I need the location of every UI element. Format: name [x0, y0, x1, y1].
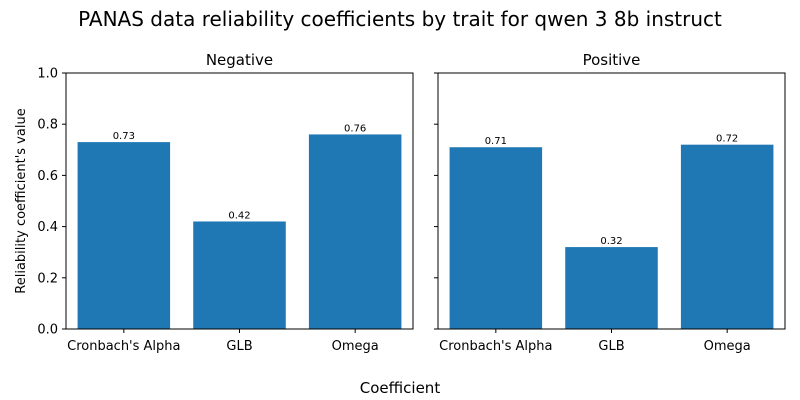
- axes-frame: [65, 72, 414, 330]
- subplot-title: Positive: [583, 51, 641, 69]
- subplot-title: Negative: [206, 51, 273, 69]
- x-tick-label: GLB: [598, 339, 624, 354]
- figure-title: PANAS data reliability coefficients by t…: [78, 7, 722, 31]
- subplots: Negative 0.73 Cronbach's Alpha 0.42 GLB 0.76 O…: [37, 51, 786, 354]
- y-tick-label: 0.2: [37, 271, 58, 286]
- bar: [565, 247, 658, 329]
- x-tick-label: Omega: [704, 339, 751, 354]
- subplot-1: Positive 0.71 Cronbach's Alpha 0.32 GLB 0.72 O…: [434, 51, 786, 354]
- bar: [680, 144, 774, 329]
- data-label: 0.73: [113, 131, 135, 142]
- y-tick-label: 0.4: [37, 220, 58, 235]
- bar: [449, 147, 543, 329]
- y-tick-label: 1.0: [37, 67, 58, 82]
- bar: [193, 221, 286, 329]
- subplot-0: Negative 0.73 Cronbach's Alpha 0.42 GLB 0.76 O…: [37, 51, 414, 354]
- data-label: 0.72: [716, 134, 738, 145]
- x-tick-label: Omega: [332, 339, 379, 354]
- y-axis-label: Reliability coefficient's value: [14, 108, 29, 293]
- data-label: 0.42: [228, 210, 250, 221]
- y-tick-label: 0.0: [37, 323, 58, 338]
- bar: [77, 142, 171, 329]
- axes-frame: [437, 72, 786, 330]
- y-tick-label: 0.8: [37, 118, 58, 133]
- data-label: 0.71: [485, 136, 507, 147]
- x-tick-label: GLB: [226, 339, 252, 354]
- x-axis-label: Coefficient: [360, 379, 441, 397]
- y-tick-label: 0.6: [37, 169, 58, 184]
- x-tick-label: Cronbach's Alpha: [439, 339, 552, 354]
- data-label: 0.32: [600, 236, 622, 247]
- bar: [308, 134, 402, 329]
- data-label: 0.76: [344, 123, 366, 134]
- x-tick-label: Cronbach's Alpha: [67, 339, 180, 354]
